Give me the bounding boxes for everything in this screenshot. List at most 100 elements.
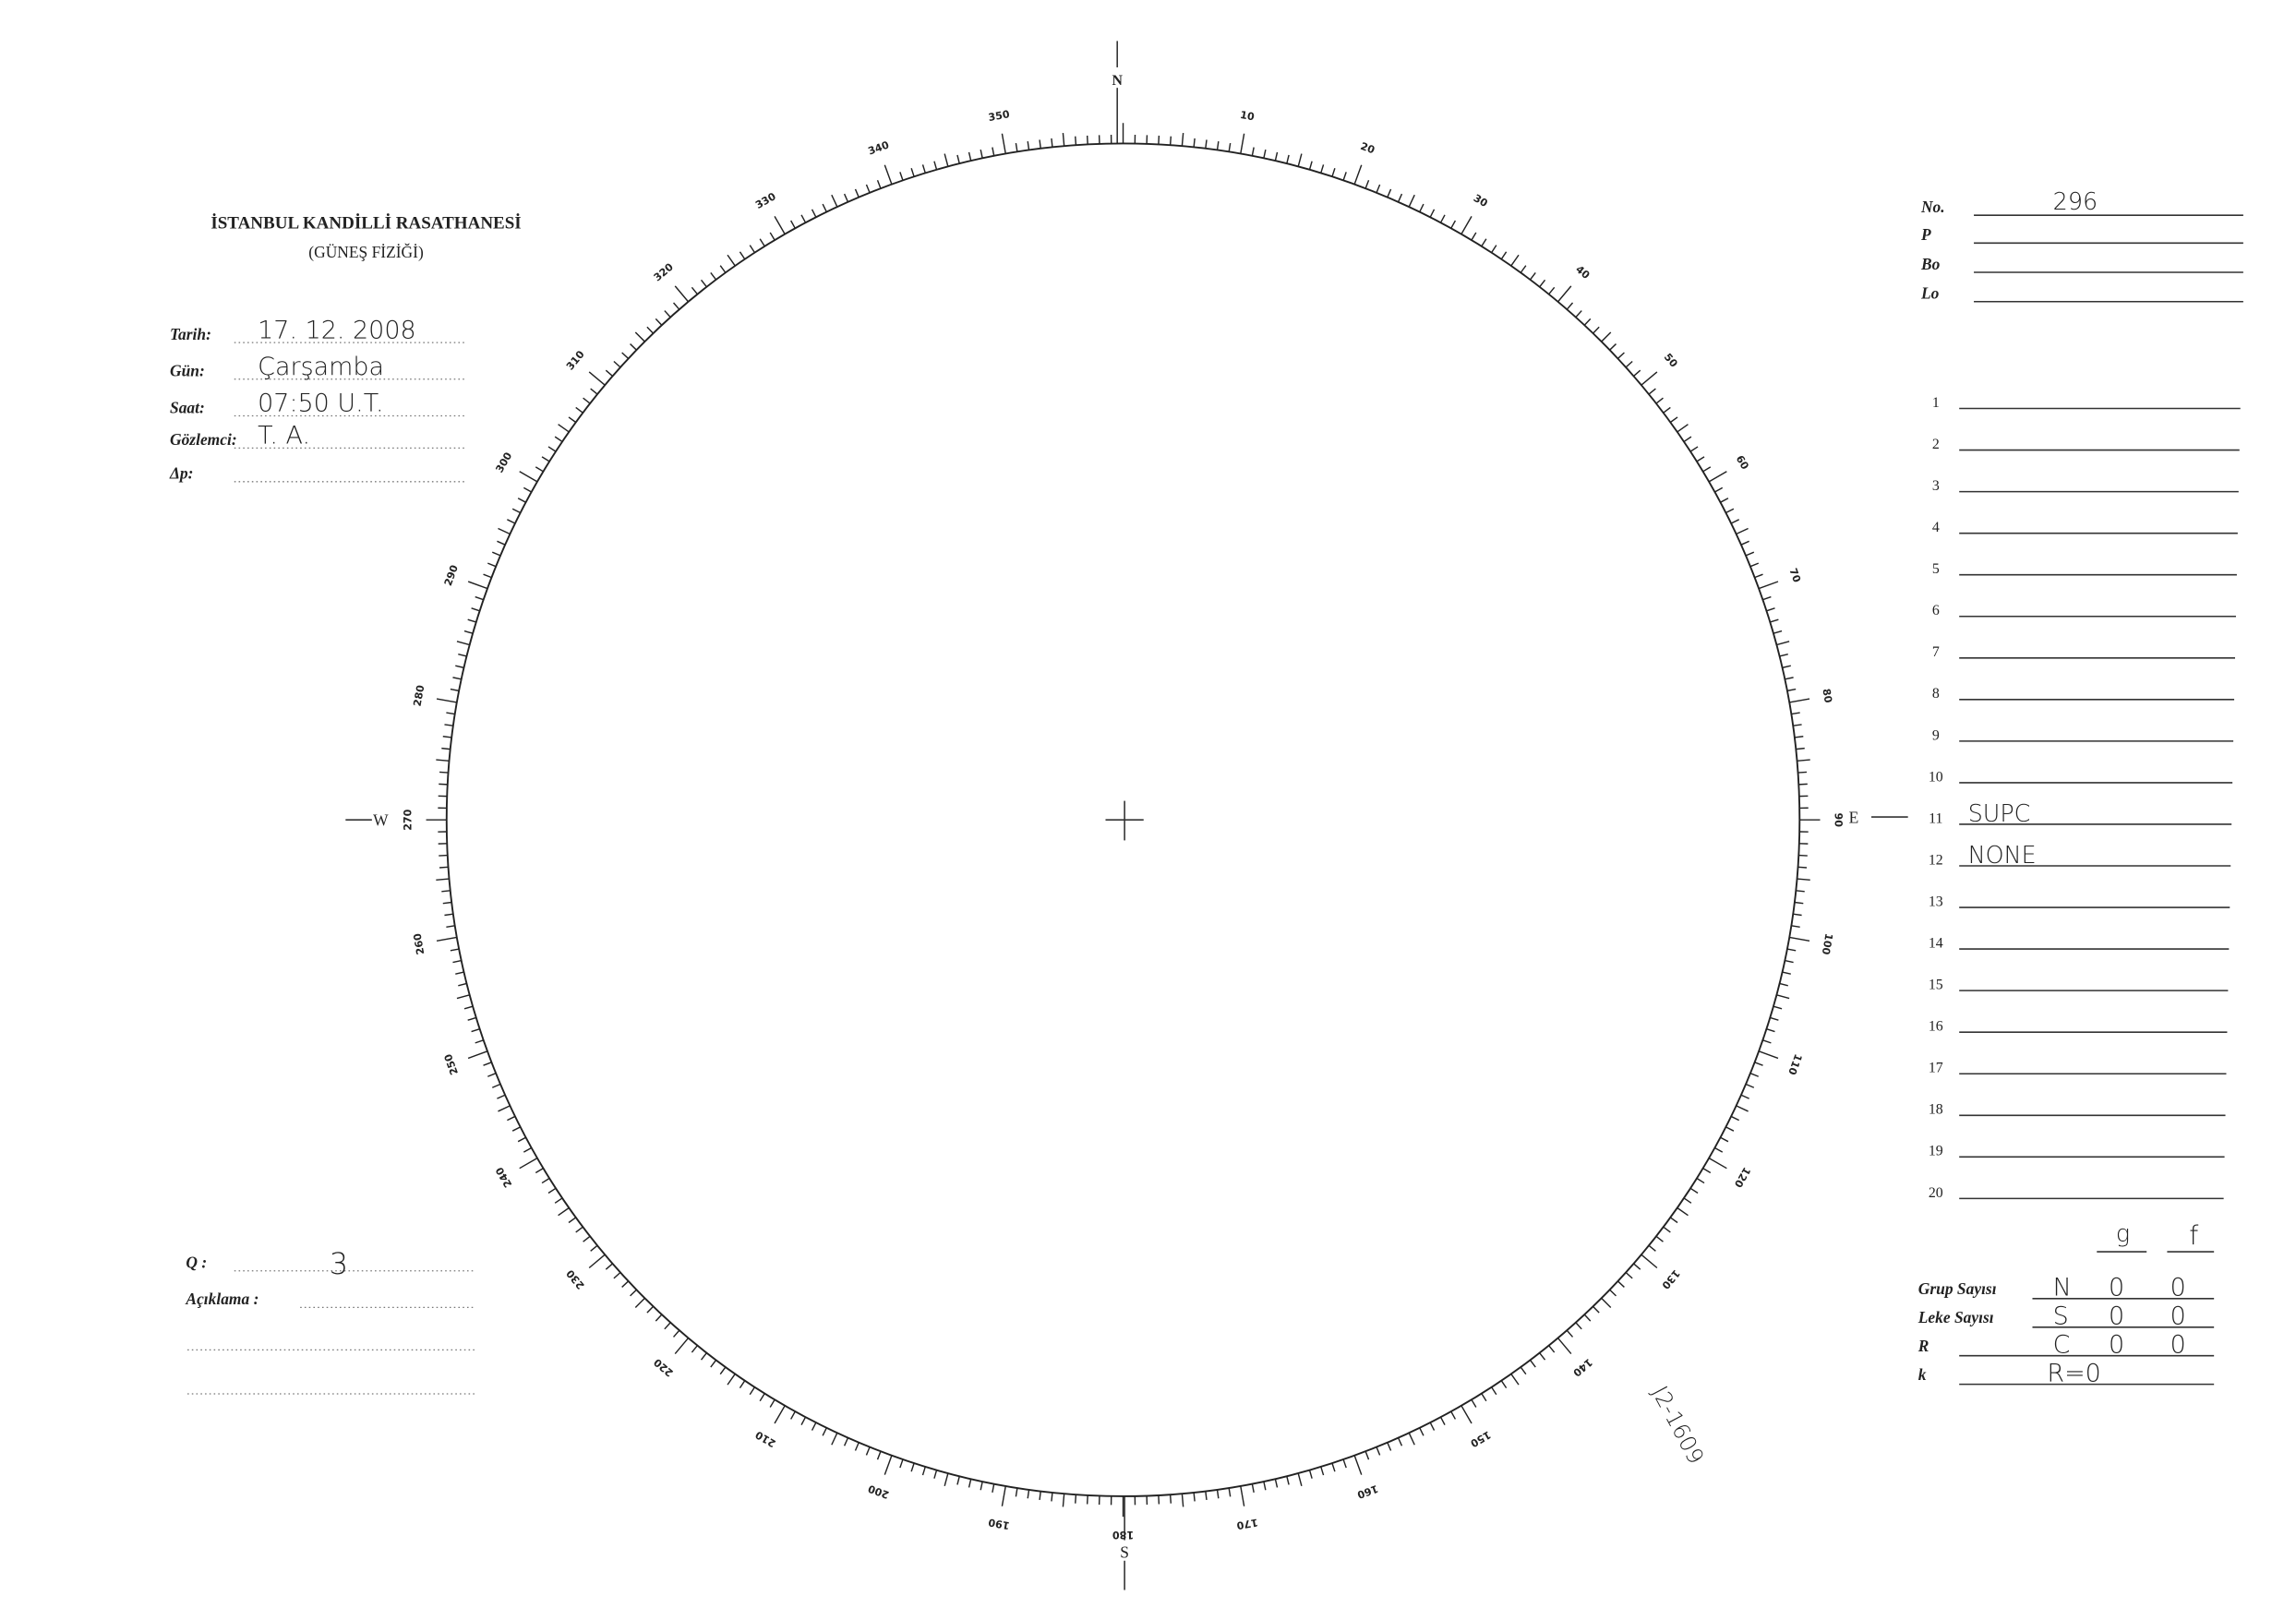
degree-tick	[467, 581, 488, 590]
degree-tick	[1689, 446, 1699, 452]
degree-tick	[673, 1329, 680, 1338]
row-number: 14	[1929, 936, 1943, 952]
degree-tick	[558, 1206, 570, 1217]
degree-tick	[1641, 371, 1658, 386]
degree-label: 30	[1472, 192, 1490, 210]
degree-tick	[691, 286, 698, 295]
degree-tick	[519, 1157, 538, 1170]
degree-tick	[1797, 878, 1810, 882]
row-number: 1	[1932, 395, 1940, 411]
degree-label: 170	[1235, 1516, 1258, 1531]
degree-tick	[1376, 1446, 1381, 1456]
degree-tick	[1683, 1197, 1692, 1204]
degree-tick	[1216, 1489, 1220, 1499]
degree-tick	[1181, 132, 1184, 147]
degree-tick	[1762, 1039, 1772, 1044]
row-number: 16	[1929, 1019, 1943, 1035]
degree-label: 50	[1662, 351, 1680, 369]
field-label: Tarih:	[170, 325, 211, 343]
degree-tick	[774, 216, 786, 234]
degree-tick	[554, 436, 563, 443]
degree-tick	[541, 1177, 550, 1184]
degree-tick	[1397, 193, 1403, 203]
count-cell: 0	[2109, 1274, 2124, 1302]
degree-tick	[471, 1027, 480, 1033]
count-cell: N	[2053, 1274, 2072, 1302]
degree-tick	[1702, 1167, 1712, 1174]
degree-label: 190	[987, 1516, 1010, 1531]
degree-tick	[523, 1146, 532, 1153]
degree-tick	[1648, 1244, 1656, 1252]
degree-tick	[621, 1280, 630, 1288]
degree-tick	[444, 913, 453, 917]
degree-tick	[1169, 1494, 1172, 1504]
degree-tick	[811, 1422, 817, 1431]
degree-tick	[1408, 194, 1415, 208]
degree-tick	[1633, 1263, 1641, 1270]
degree-tick	[1782, 971, 1791, 975]
degree-tick	[1758, 1050, 1779, 1060]
count-cell: 0	[2170, 1274, 2186, 1302]
degree-tick	[1797, 771, 1808, 774]
east: E	[1849, 808, 1859, 826]
count-cell: 0	[2109, 1331, 2124, 1360]
degree-tick	[1216, 141, 1220, 150]
degree-tick	[583, 397, 591, 404]
degree-tick	[588, 1254, 606, 1269]
degree-tick	[463, 630, 474, 634]
row-number: 18	[1929, 1102, 1943, 1118]
degree-tick	[831, 1433, 838, 1446]
degree-tick	[1520, 1366, 1527, 1375]
degree-tick	[463, 1005, 474, 1010]
field-label: Lo	[1920, 284, 1940, 303]
degree-tick	[1766, 607, 1775, 612]
degree-tick	[1749, 562, 1760, 568]
degree-tick	[467, 1050, 488, 1060]
degree-tick	[1575, 310, 1582, 318]
degree-tick	[1779, 982, 1788, 987]
degree-tick	[1663, 1226, 1671, 1233]
degree-tick	[1702, 466, 1712, 473]
degree-tick	[1663, 406, 1671, 414]
degree-tick	[884, 1455, 893, 1475]
degree-tick	[1720, 498, 1729, 503]
row-number: 3	[1932, 478, 1940, 494]
degree-tick	[1770, 1016, 1779, 1021]
degree-label: 40	[1573, 263, 1592, 282]
degree-tick	[700, 1352, 707, 1361]
row-number: 13	[1929, 894, 1943, 909]
row-number: 11	[1929, 810, 1942, 826]
degree-tick	[1689, 1187, 1699, 1194]
degree-tick	[568, 1217, 577, 1224]
degree-tick	[1617, 352, 1625, 359]
degree-tick	[968, 1479, 972, 1488]
degree-tick	[1796, 747, 1805, 750]
row-number: 17	[1929, 1061, 1943, 1076]
degree-tick	[1251, 147, 1255, 157]
degree-tick	[1754, 573, 1763, 579]
degree-tick	[491, 551, 501, 557]
degree-tick	[444, 724, 453, 726]
institution: İSTANBUL KANDİLLİ RASATHANESİ	[210, 213, 521, 233]
field-label: P	[1920, 225, 1931, 244]
degree-tick	[1240, 133, 1245, 154]
degree-tick	[822, 1427, 827, 1436]
degree-tick	[511, 1126, 521, 1132]
degree-tick	[700, 279, 707, 288]
degree-tick	[621, 352, 630, 359]
degree-tick	[1450, 220, 1457, 229]
degree-tick	[452, 959, 462, 964]
degree-tick	[944, 1472, 949, 1486]
degree-tick	[1193, 138, 1196, 148]
degree-tick	[1601, 1297, 1612, 1308]
field-label: Bo	[1920, 255, 1941, 273]
degree-tick	[790, 220, 796, 229]
degree-tick	[769, 1398, 775, 1408]
degree-tick	[1714, 1146, 1724, 1153]
degree-tick	[1419, 1427, 1424, 1436]
degree-tick	[1794, 901, 1804, 905]
degree-tick	[1696, 456, 1705, 462]
degree-tick	[497, 1094, 506, 1099]
row-number: 15	[1929, 978, 1943, 993]
count-cell: R=0	[2047, 1359, 2100, 1387]
